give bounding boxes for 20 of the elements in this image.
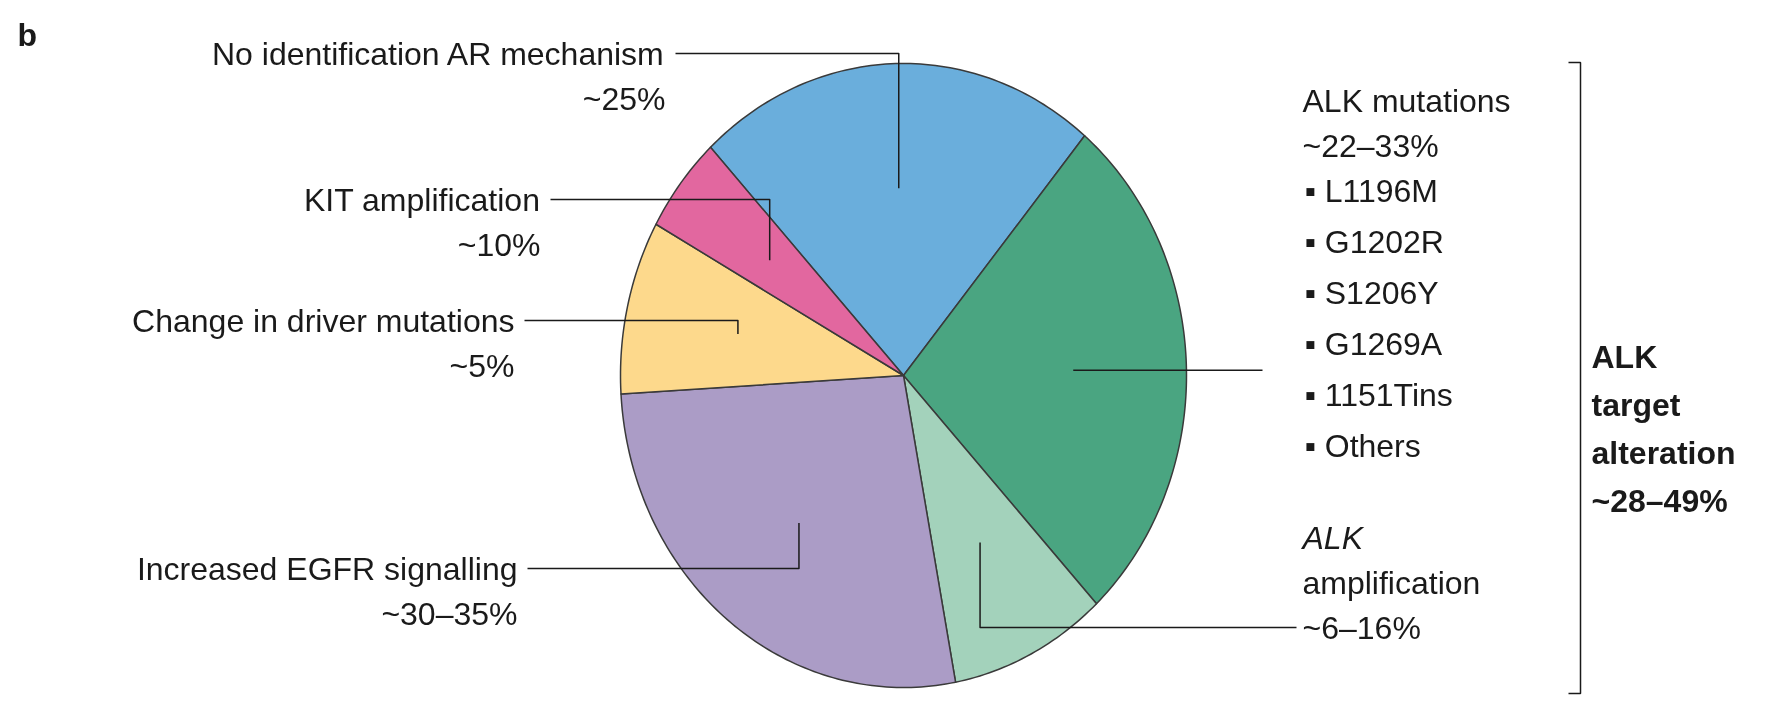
text: ALK target alteration ~28–49% [1591,338,1736,519]
text: ▪ L1196M [1304,172,1438,209]
text: ▪ S1206Y [1304,274,1439,311]
text: ~30–35% [381,595,518,632]
slice-label: Change in driver mutations [132,302,515,339]
slice-label: KIT amplification [303,181,540,218]
text: ~6–16% [1302,609,1421,646]
slice-label: ALK mutations [1302,82,1511,119]
text: b [17,16,38,53]
slice-label: No identification AR mechanism [211,35,664,72]
text: ▪ Others [1304,427,1421,464]
text: ▪ G1269A [1304,325,1443,362]
slice-label: Increased EGFR signalling [136,550,518,587]
text: ▪ 1151Tins [1304,376,1453,413]
text: ~10% [457,226,541,263]
text: ~25% [582,80,666,117]
text: ~22–33% [1302,127,1439,164]
text: ▪ G1202R [1304,223,1444,260]
text: ~5% [449,347,515,384]
slice-label: ALK amplification [1300,519,1481,601]
